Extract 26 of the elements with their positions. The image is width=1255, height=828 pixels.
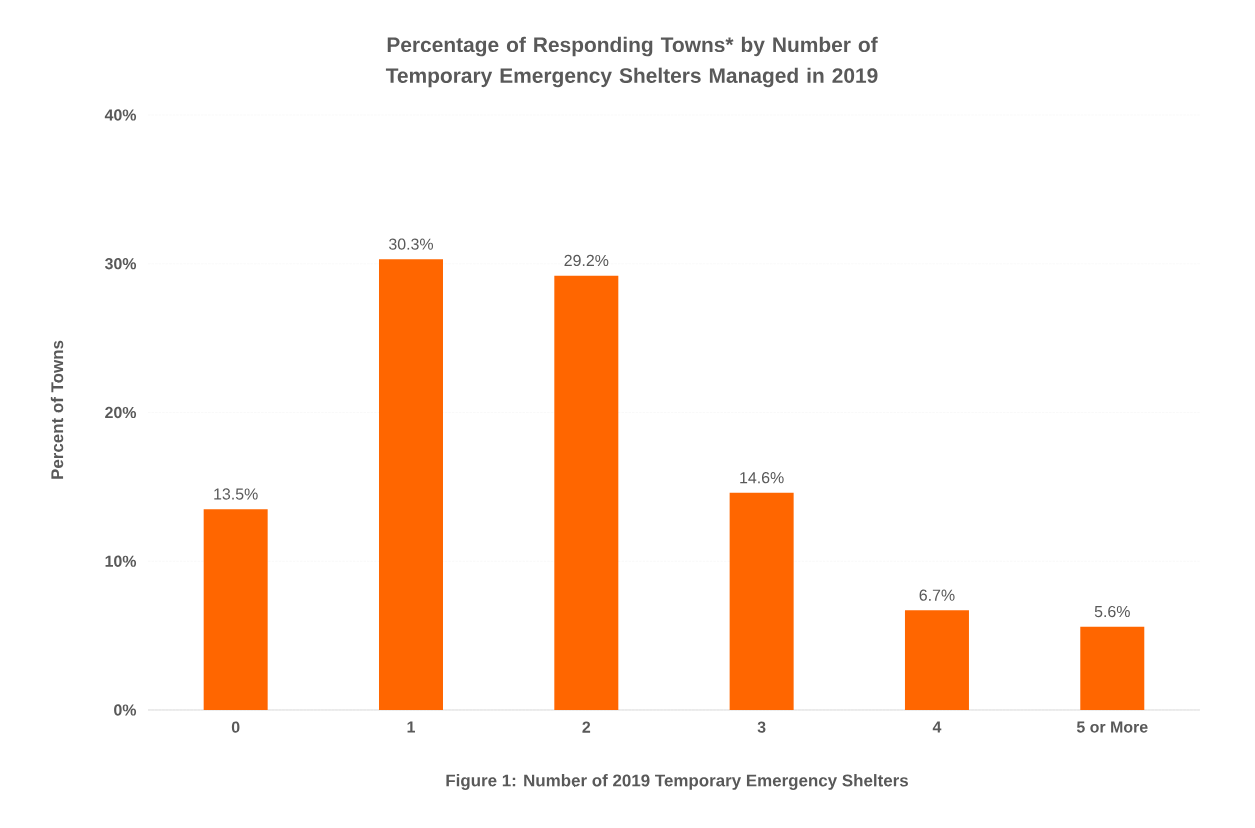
y-tick-label: 40% [104,109,137,121]
x-tick-label: 4 [932,721,942,733]
chart-title: Percentage of Responding Towns* by Number of Temporary Emergency Shelters Managed in 2019 [385,36,878,88]
x-axis-title: Figure 1: Number of 2019 Temporary Emergency Shelters [446,774,908,790]
data-label: 13.5% [214,488,258,500]
x-tick-label: 5 or More [1076,721,1148,733]
x-tick-label: 3 [757,721,766,733]
bar [1080,626,1145,710]
bar [378,259,443,710]
y-tick-label: 30% [104,258,137,270]
y-tick-label: 10% [105,555,137,567]
x-tick-label: 1 [407,721,415,733]
x-tick-label: 2 [582,721,591,733]
bar [554,275,619,710]
data-label: 6.7% [919,589,955,601]
y-tick-label: 20% [105,406,137,419]
y-tick-label: 0% [114,704,137,716]
x-tick-label: 0 [231,721,240,733]
bar [904,610,969,710]
bar [729,492,794,710]
bar [203,509,268,710]
data-label: 29.2% [564,254,609,267]
data-label: 14.6% [740,472,784,484]
data-label: 30.3% [389,238,434,250]
y-axis-title: Percent of Towns [50,340,64,479]
data-label: 5.6% [1094,605,1130,618]
